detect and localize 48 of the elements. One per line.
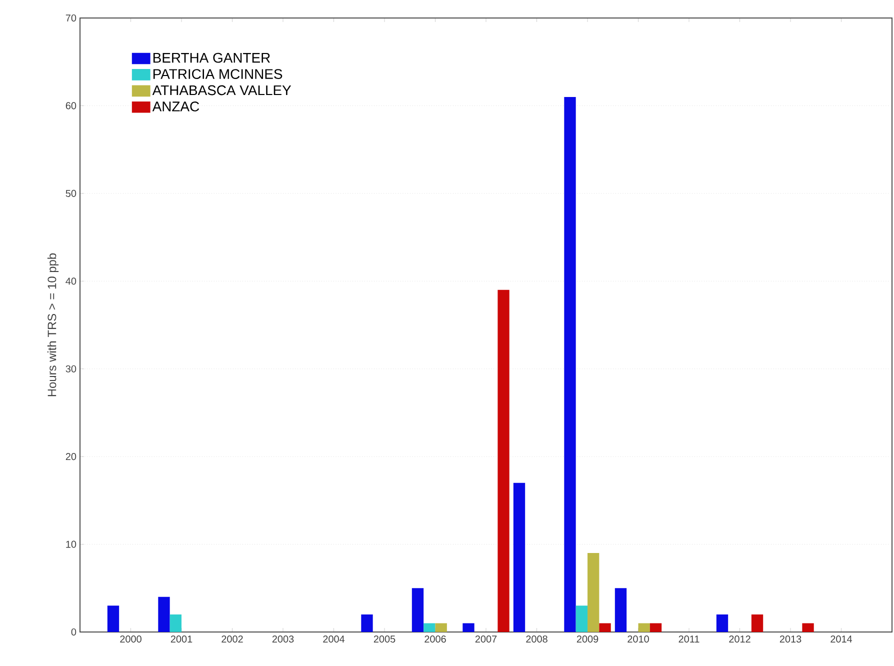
x-tick-label: 2009 xyxy=(576,636,598,643)
bar xyxy=(158,596,170,632)
bar xyxy=(435,623,447,632)
legend-label: PATRICIA MCINNES xyxy=(153,69,282,79)
y-tick-label: 10 xyxy=(66,540,76,548)
bar xyxy=(716,614,728,632)
x-tick-label: 2011 xyxy=(678,636,700,643)
bar xyxy=(751,614,764,632)
x-tick-label: 2010 xyxy=(628,636,649,643)
bar xyxy=(170,614,182,632)
x-tick-label: 2006 xyxy=(424,636,446,643)
legend-label: ANZAC xyxy=(152,102,200,112)
legend-label: BERTHA GANTER xyxy=(153,52,270,63)
y-tick-label: 20 xyxy=(66,453,76,460)
bar xyxy=(614,588,627,632)
bar xyxy=(513,482,526,632)
bar xyxy=(107,606,120,632)
y-tick-label: 70 xyxy=(66,14,76,22)
bar xyxy=(638,623,650,632)
bar xyxy=(412,588,424,632)
bar xyxy=(361,614,373,632)
x-tick-label: 2007 xyxy=(475,636,497,643)
x-tick-label: 2004 xyxy=(323,636,345,643)
y-axis-title: Hours with TRS > = 10 ppb xyxy=(47,253,59,396)
x-tick-label: 2008 xyxy=(526,636,548,643)
bar xyxy=(564,96,576,632)
y-tick-label: 50 xyxy=(66,190,76,197)
y-tick-label: 30 xyxy=(66,365,76,372)
bar xyxy=(802,623,814,632)
x-tick-label: 2000 xyxy=(120,636,142,643)
y-tick-label: 40 xyxy=(66,278,76,285)
bar xyxy=(650,623,662,632)
x-tick-label: 2002 xyxy=(222,636,243,643)
bar xyxy=(588,553,600,632)
x-tick-label: 2003 xyxy=(272,636,294,643)
x-tick-label: 2013 xyxy=(780,636,802,643)
bar xyxy=(599,623,611,632)
x-tick-label: 2001 xyxy=(170,636,192,643)
bar xyxy=(498,290,510,632)
y-tick-label: 0 xyxy=(71,628,76,636)
bar xyxy=(576,606,588,632)
y-tick-label: 60 xyxy=(66,102,76,110)
x-tick-label: 2014 xyxy=(830,636,852,643)
x-tick-label: 2012 xyxy=(729,636,750,643)
legend-label: ATHABASCA VALLEY xyxy=(152,85,292,96)
bar xyxy=(462,623,474,632)
bar xyxy=(424,623,436,632)
x-tick-label: 2005 xyxy=(374,636,396,643)
